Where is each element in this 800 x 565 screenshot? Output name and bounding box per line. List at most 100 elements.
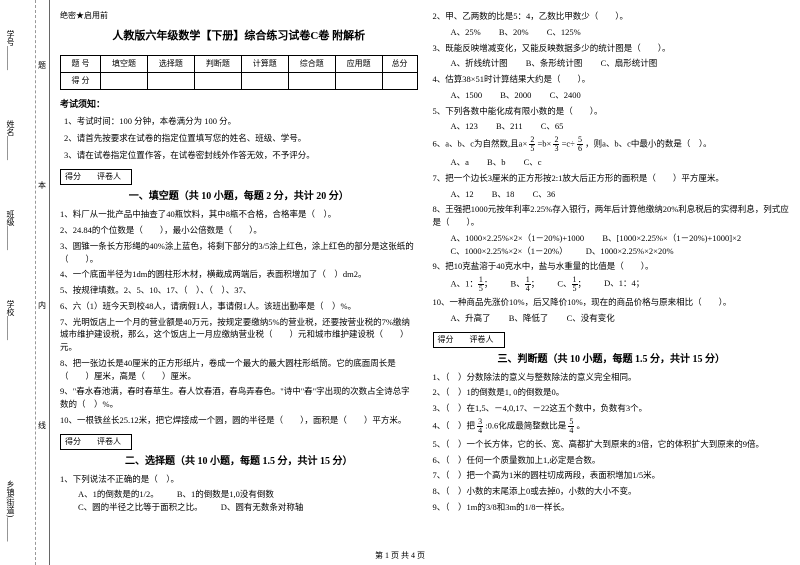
- s3-q6: 6、（ ）任何一个质量数加上1,必定是合数。: [433, 454, 791, 467]
- frac-3-4: 34: [477, 418, 483, 435]
- s2-q10: 10、一种商品先涨价10%，后又降价10%，现在的商品价格与原来相比（ ）。: [433, 296, 791, 309]
- scorer-score: 得分: [65, 171, 95, 183]
- s2-q6-b: B、b: [487, 156, 505, 169]
- left-column: 绝密★启用前 人教版六年级数学【下册】综合练习试卷C卷 附解析 题 号 填空题 …: [60, 10, 418, 565]
- gutter-char-4: 线: [38, 420, 46, 431]
- s2-q7-a: A、12: [451, 188, 474, 201]
- s2-q7-b: B、18: [492, 188, 515, 201]
- s1-q9: 9、"春水春池满，春时春草生。春人饮春酒，春鸟弄春色。"诗中"春"字出现的次数占…: [60, 385, 418, 411]
- scorer-marker-3: 评卷人: [470, 334, 500, 346]
- s2-q1: 1、下列说法不正确的是（ ）。: [60, 473, 418, 486]
- s2-q5-b: B、211: [496, 120, 523, 133]
- scorer-score-2: 得分: [65, 436, 95, 448]
- s2-q5: 5、下列各数中能化成有限小数的是（ ）。: [433, 105, 791, 118]
- score-value-row: 得 分: [61, 72, 418, 89]
- s2-q1-c: C、圆的半径之比等于面积之比。: [78, 501, 203, 514]
- score-h4: 计算题: [241, 55, 288, 72]
- section3-title: 三、判断题（共 10 小题，每题 1.5 分，共计 15 分）: [433, 352, 791, 367]
- s2-q8-c: C、1000×2.25%×2×（1－20%）: [451, 245, 568, 258]
- gutter-label-town: 乡镇(街道)______: [5, 480, 16, 541]
- s2-q8-b: B、[1000×2.25%×（1－20%)+1000]×2: [602, 232, 741, 245]
- s1-q6: 6、六（1）班今天到校48人，请病假1人，事请假1人。该班出勤率是（ ）%。: [60, 300, 418, 313]
- gutter-char-3: 内: [38, 300, 46, 311]
- scorer-bar-1: 得分 评卷人: [60, 169, 132, 185]
- right-column: 2、甲、乙两数的比是5：4，乙数比甲数少（ ）。 A、25% B、20% C、1…: [433, 10, 791, 565]
- s2-q3-a: A、折线统计图: [451, 57, 508, 70]
- s2-q5-c: C、65: [541, 120, 564, 133]
- s2-q4: 4、估算38×51时计算结果大约是（ ）。: [433, 73, 791, 86]
- frac-2-3: 23: [553, 136, 559, 153]
- score-cell: [101, 72, 148, 89]
- frac-5-4: 54: [568, 418, 574, 435]
- s2-q7-opts: A、12 B、18 C、36: [433, 188, 791, 201]
- content-area: 绝密★启用前 人教版六年级数学【下册】综合练习试卷C卷 附解析 题 号 填空题 …: [50, 0, 800, 565]
- score-h5: 综合题: [288, 55, 335, 72]
- s2-q7: 7、把一个边长3厘米的正方形按2:1放大后正方形的面积是（ ）平方厘米。: [433, 172, 791, 185]
- score-table: 题 号 填空题 选择题 判断题 计算题 综合题 应用题 总分 得 分: [60, 55, 418, 90]
- s2-q3-b: B、条形统计图: [526, 57, 583, 70]
- s2-q2-c: C、125%: [547, 26, 581, 39]
- s2-q4-a: A、1500: [451, 89, 483, 102]
- s1-q7: 7、光明饭店上一个月的营业额是40万元，按规定要缴纳5%的营业税，还要按营业税的…: [60, 316, 418, 354]
- score-h2: 选择题: [147, 55, 194, 72]
- score-header-row: 题 号 填空题 选择题 判断题 计算题 综合题 应用题 总分: [61, 55, 418, 72]
- s1-q3: 3、圆锥一条长方形绳的40%涂上蓝色，将剩下部分的3/5涂上红色，涂上红色的部分…: [60, 240, 418, 266]
- score-h7: 总分: [382, 55, 417, 72]
- s2-q3: 3、既能反映增减变化，又能反映数据多少的统计图是（ ）。: [433, 42, 791, 55]
- s2-q4-b: B、2000: [500, 89, 531, 102]
- gutter-dash-line: [35, 0, 36, 565]
- gutter-char-1: 题: [38, 60, 46, 71]
- s2-q9: 9、把10克盐溶于40克水中，盐与水重量的比值是（ ）。: [433, 260, 791, 273]
- s2-q2-b: B、20%: [499, 26, 529, 39]
- s3-q1: 1、（ ）分数除法的意义与整数除法的意义完全相同。: [433, 371, 791, 384]
- scorer-bar-2: 得分 评卷人: [60, 434, 132, 450]
- s2-q8-opts: A、1000×2.25%×2×（1－20%)+1000 B、[1000×2.25…: [433, 232, 791, 258]
- s2-q4-opts: A、1500 B、2000 C、2400: [433, 89, 791, 102]
- s2-q5-opts: A、123 B、211 C、65: [433, 120, 791, 133]
- s3-q7: 7、（ ）把一个高为1米的圆柱切成两段，表面积增加1/5米。: [433, 469, 791, 482]
- gutter-label-class: 班级______: [5, 210, 16, 250]
- s2-q3-opts: A、折线统计图 B、条形统计图 C、扇形统计图: [433, 57, 791, 70]
- s2-q2-a: A、25%: [451, 26, 481, 39]
- s2-q1-a: A、1的倒数是的1/2。: [78, 488, 159, 501]
- s2-q6-c: C、c: [524, 156, 542, 169]
- scorer-marker-2: 评卷人: [97, 436, 127, 448]
- score-row-label: 得 分: [61, 72, 101, 89]
- exam-title: 人教版六年级数学【下册】综合练习试卷C卷 附解析: [60, 28, 418, 45]
- s2-q10-b: B、降低了: [509, 312, 549, 325]
- s3-q8: 8、（ ）小数的末尾添上0或去掉0，小数的大小不变。: [433, 485, 791, 498]
- notice-2: 2、请首先按要求在试卷的指定位置填写您的姓名、班级、学号。: [60, 132, 418, 145]
- gutter-label-id: 学号______: [5, 30, 16, 70]
- s2-q6-a: A、a: [451, 156, 469, 169]
- section1-title: 一、填空题（共 10 小题，每题 2 分，共计 20 分）: [60, 189, 418, 204]
- s2-q8: 8、王强把1000元按年利率2.25%存入银行，两年后计算他缴纳20%利息税后的…: [433, 203, 791, 229]
- scorer-bar-3: 得分 评卷人: [433, 332, 505, 348]
- s2-q8-a: A、1000×2.25%×2×（1－20%)+1000: [451, 232, 585, 245]
- section2-title: 二、选择题（共 10 小题，每题 1.5 分，共计 15 分）: [60, 454, 418, 469]
- notice-3: 3、请在试卷指定位置作答，在试卷密封线外作答无效，不予评分。: [60, 149, 418, 162]
- s1-q10: 10、一根铁丝长25.12米，把它焊接成一个圆，圆的半径是（ ），面积是（ ）平…: [60, 414, 418, 427]
- s2-q9-d: D、1：4；: [604, 277, 644, 290]
- s2-q9-a: A、1：15；: [451, 276, 493, 293]
- s3-q9: 9、（ ）1m的3/8和3m的1/8一样长。: [433, 501, 791, 514]
- s2-q10-a: A、升高了: [451, 312, 491, 325]
- s2-q8-d: D、1000×2.25%×2×20%: [586, 245, 674, 258]
- s3-q5: 5、（ ）一个长方体，它的长、宽、高都扩大到原来的3倍，它的体积扩大到原来的9倍…: [433, 438, 791, 451]
- page-footer: 第 1 页 共 4 页: [375, 550, 425, 561]
- s2-q2: 2、甲、乙两数的比是5：4，乙数比甲数少（ ）。: [433, 10, 791, 23]
- s1-q1: 1、料厂从一批产品中抽查了40瓶饮料，其中8瓶不合格，合格率是（ ）。: [60, 208, 418, 221]
- s1-q2: 2、24.84的个位数是（ ），最小公倍数是（ ）。: [60, 224, 418, 237]
- notice-title: 考试须知：: [60, 98, 418, 112]
- s2-q4-c: C、2400: [550, 89, 581, 102]
- s3-q4: 4、（ ）把 34 :0.6化成最简整数比是 54 。: [433, 418, 791, 435]
- gutter-label-school: 学校______: [5, 300, 16, 340]
- s2-q3-c: C、扇形统计图: [601, 57, 658, 70]
- s2-q9-b: B、14；: [511, 276, 540, 293]
- s2-q1-b: B、1的倒数是1,0没有倒数: [177, 488, 274, 501]
- s1-q4: 4、一个底面半径为1dm的圆柱形木材，横截成两端后，表面积增加了（ ）dm2。: [60, 268, 418, 281]
- binding-gutter: 学号______ 姓名______ 班级______ 学校______ 乡镇(街…: [0, 0, 50, 565]
- s3-q3: 3、（ ）在1,5、－4,0,17、－22这五个数中，负数有3个。: [433, 402, 791, 415]
- s2-q6-opts: A、a B、b C、c: [433, 156, 791, 169]
- score-h1: 填空题: [101, 55, 148, 72]
- s2-q5-a: A、123: [451, 120, 478, 133]
